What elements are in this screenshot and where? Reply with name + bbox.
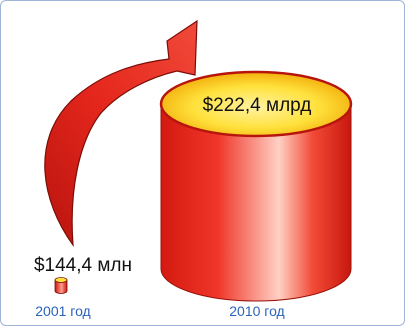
cylinder-2010-top	[159, 70, 353, 138]
growth-arrow	[44, 19, 198, 248]
cylinder-2001-body	[54, 279, 68, 294]
cylinder-2001	[54, 277, 68, 294]
cylinder-2010	[159, 70, 353, 302]
value-label-2010: $222,4 млрд	[203, 95, 312, 116]
value-label-2001: $144,4 млн	[34, 255, 132, 276]
cylinder-2001-top	[54, 277, 68, 283]
cylinder-2010-body	[160, 103, 352, 302]
year-label-2001: 2001 год	[35, 303, 90, 319]
year-label-2010: 2010 год	[229, 303, 284, 319]
